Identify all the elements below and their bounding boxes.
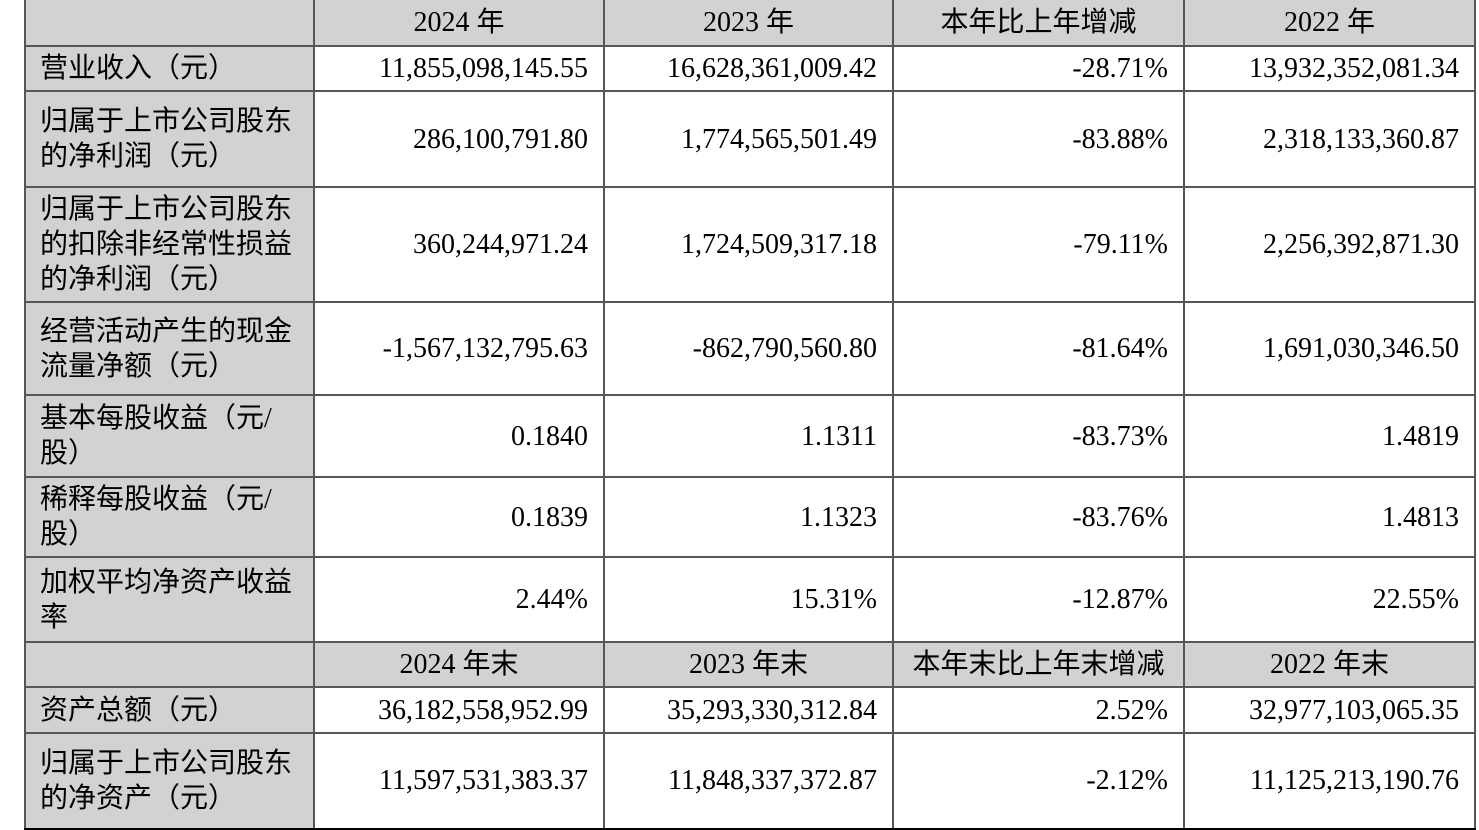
- value-2024: -1,567,132,795.63: [313, 301, 605, 396]
- value-yoy-change: -81.64%: [892, 301, 1185, 396]
- value-2022: 1,691,030,346.50: [1183, 301, 1476, 396]
- value-2022: 32,977,103,065.35: [1183, 686, 1476, 734]
- row-label: 资产总额（元）: [24, 686, 315, 734]
- value-yoy-change: -79.11%: [892, 186, 1185, 303]
- value-2023: 11,848,337,372.87: [603, 732, 894, 830]
- header-2022: 2022 年: [1183, 0, 1476, 47]
- row-label: 基本每股收益（元/股）: [24, 394, 315, 478]
- annual-header-row: 2024 年 2023 年 本年比上年增减 2022 年: [24, 0, 1476, 47]
- financial-summary-table: 2024 年 2023 年 本年比上年增减 2022 年 营业收入（元） 11,…: [24, 0, 1476, 830]
- row-label: 归属于上市公司股东的扣除非经常性损益的净利润（元）: [24, 186, 315, 303]
- row-label: 营业收入（元）: [24, 45, 315, 92]
- value-2022: 1.4819: [1183, 394, 1476, 478]
- row-label: 稀释每股收益（元/股）: [24, 476, 315, 558]
- row-operating-revenue: 营业收入（元） 11,855,098,145.55 16,628,361,009…: [24, 45, 1476, 92]
- row-weighted-avg-roe: 加权平均净资产收益率 2.44% 15.31% -12.87% 22.55%: [24, 556, 1476, 643]
- value-2023: 1.1323: [603, 476, 894, 558]
- value-2023: -862,790,560.80: [603, 301, 894, 396]
- value-yoy-change: -2.12%: [892, 732, 1185, 830]
- row-diluted-eps: 稀释每股收益（元/股） 0.1839 1.1323 -83.76% 1.4813: [24, 476, 1476, 558]
- header-yoy-change: 本年比上年增减: [892, 0, 1185, 47]
- header-2024-year-end: 2024 年末: [313, 641, 605, 688]
- header-year-end-change: 本年末比上年末增减: [892, 641, 1185, 688]
- header-2023: 2023 年: [603, 0, 894, 47]
- value-2024: 360,244,971.24: [313, 186, 605, 303]
- value-2022: 22.55%: [1183, 556, 1476, 643]
- row-label: 加权平均净资产收益率: [24, 556, 315, 643]
- empty-corner-cell: [24, 0, 315, 47]
- year-end-header-row: 2024 年末 2023 年末 本年末比上年末增减 2022 年末: [24, 641, 1476, 688]
- value-yoy-change: -83.88%: [892, 90, 1185, 188]
- value-2024: 11,597,531,383.37: [313, 732, 605, 830]
- value-2022: 1.4813: [1183, 476, 1476, 558]
- value-2022: 2,318,133,360.87: [1183, 90, 1476, 188]
- header-2024: 2024 年: [313, 0, 605, 47]
- row-label: 归属于上市公司股东的净利润（元）: [24, 90, 315, 188]
- value-yoy-change: -83.76%: [892, 476, 1185, 558]
- empty-corner-cell: [24, 641, 315, 688]
- row-label: 经营活动产生的现金流量净额（元）: [24, 301, 315, 396]
- row-basic-eps: 基本每股收益（元/股） 0.1840 1.1311 -83.73% 1.4819: [24, 394, 1476, 478]
- value-2022: 13,932,352,081.34: [1183, 45, 1476, 92]
- value-yoy-change: -83.73%: [892, 394, 1185, 478]
- value-yoy-change: -28.71%: [892, 45, 1185, 92]
- value-2022: 2,256,392,871.30: [1183, 186, 1476, 303]
- value-2023: 1,724,509,317.18: [603, 186, 894, 303]
- value-2024: 36,182,558,952.99: [313, 686, 605, 734]
- row-net-profit-excl-nonrecurring: 归属于上市公司股东的扣除非经常性损益的净利润（元） 360,244,971.24…: [24, 186, 1476, 303]
- value-2023: 1,774,565,501.49: [603, 90, 894, 188]
- value-2023: 35,293,330,312.84: [603, 686, 894, 734]
- row-net-assets-attributable: 归属于上市公司股东的净资产（元） 11,597,531,383.37 11,84…: [24, 732, 1476, 830]
- row-net-profit-attributable: 归属于上市公司股东的净利润（元） 286,100,791.80 1,774,56…: [24, 90, 1476, 188]
- value-2023: 1.1311: [603, 394, 894, 478]
- header-2023-year-end: 2023 年末: [603, 641, 894, 688]
- value-yoy-change: 2.52%: [892, 686, 1185, 734]
- value-2024: 2.44%: [313, 556, 605, 643]
- value-2022: 11,125,213,190.76: [1183, 732, 1476, 830]
- value-2024: 0.1839: [313, 476, 605, 558]
- value-yoy-change: -12.87%: [892, 556, 1185, 643]
- row-label: 归属于上市公司股东的净资产（元）: [24, 732, 315, 830]
- value-2023: 16,628,361,009.42: [603, 45, 894, 92]
- row-operating-cash-flow: 经营活动产生的现金流量净额（元） -1,567,132,795.63 -862,…: [24, 301, 1476, 396]
- row-total-assets: 资产总额（元） 36,182,558,952.99 35,293,330,312…: [24, 686, 1476, 734]
- header-2022-year-end: 2022 年末: [1183, 641, 1476, 688]
- value-2024: 11,855,098,145.55: [313, 45, 605, 92]
- value-2023: 15.31%: [603, 556, 894, 643]
- value-2024: 286,100,791.80: [313, 90, 605, 188]
- value-2024: 0.1840: [313, 394, 605, 478]
